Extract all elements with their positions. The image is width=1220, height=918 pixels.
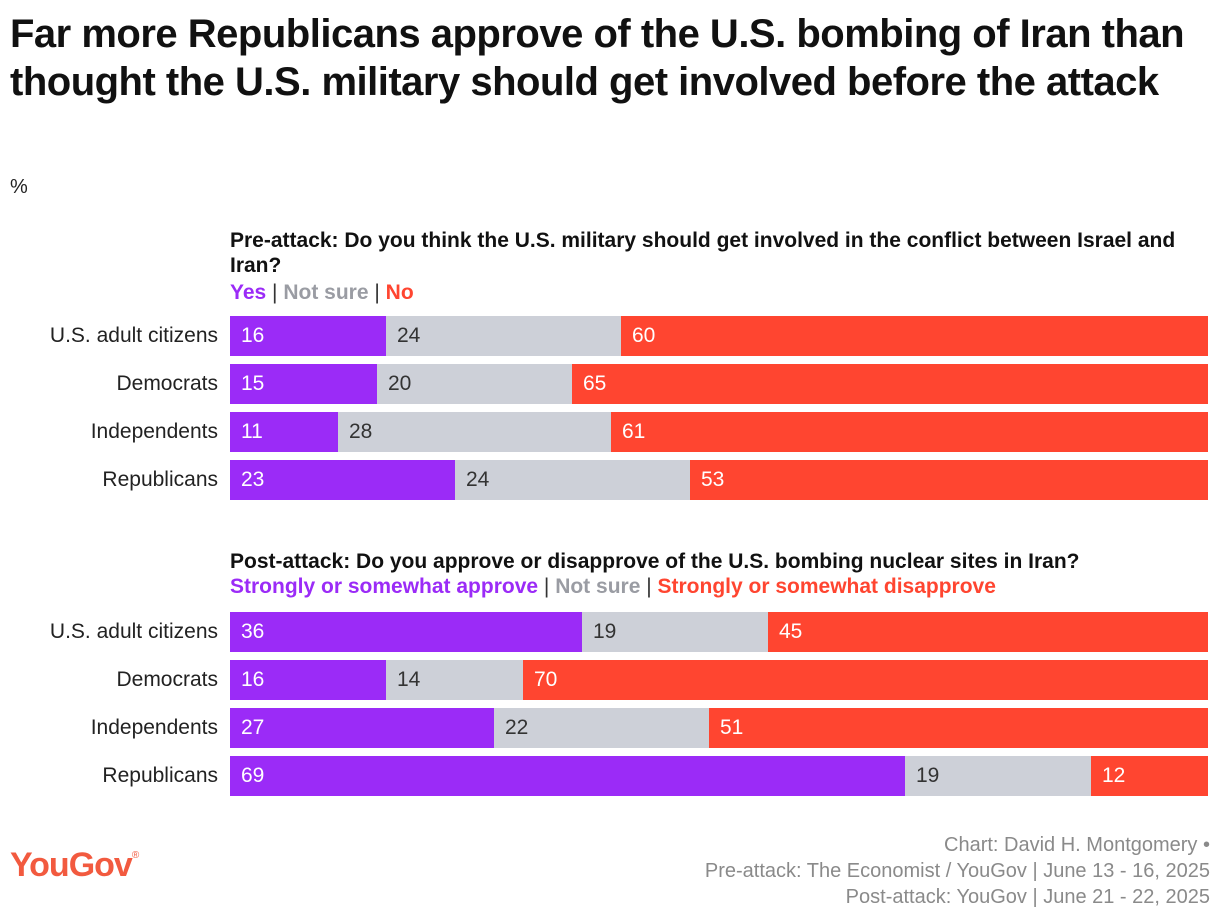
category-label: U.S. adult citizens <box>49 620 218 643</box>
legend-entry: Strongly or somewhat disapprove <box>657 575 996 598</box>
legend-entry: Yes <box>230 281 267 304</box>
bar-row: 11 28 61 <box>230 412 1208 452</box>
bar-segment <box>230 612 582 652</box>
bar-segment <box>377 364 572 404</box>
bar-segment <box>572 364 1208 404</box>
bar-segment <box>230 708 494 748</box>
category-label: Democrats <box>116 372 218 395</box>
bar-segment <box>230 412 338 452</box>
bar-segment <box>230 460 455 500</box>
bar-row: 16 14 70 <box>230 660 1208 700</box>
legend-separator: | <box>266 281 284 304</box>
legend-separator: | <box>368 281 386 304</box>
category-label: U.S. adult citizens <box>49 324 218 347</box>
category-label: Republicans <box>102 468 218 491</box>
category-label: Independents <box>90 420 218 443</box>
bar-row: 36 19 45 <box>230 612 1208 652</box>
bar-row: 69 19 12 <box>230 756 1208 796</box>
question-title: Post-attack: Do you approve or disapprov… <box>230 550 1080 573</box>
question-title: Pre-attack: Do you think the U.S. milita… <box>230 229 1176 277</box>
bar-segment <box>690 460 1208 500</box>
bar-segment <box>611 412 1208 452</box>
bar-segment <box>905 756 1091 796</box>
category-label: Democrats <box>116 668 218 691</box>
unit-label: % <box>10 176 28 198</box>
bar-segment <box>582 612 768 652</box>
bar-segment <box>455 460 690 500</box>
bar-row: 15 20 65 <box>230 364 1208 404</box>
bar-row: 23 24 53 <box>230 460 1208 500</box>
bar-segment <box>338 412 611 452</box>
credit-line: Post-attack: YouGov | June 21 - 22, 2025 <box>845 886 1210 908</box>
bar-segment <box>386 316 621 356</box>
bar-segment <box>621 316 1208 356</box>
legend-entry: Not sure <box>555 575 641 598</box>
bar-segment <box>768 612 1208 652</box>
legend-separator: | <box>640 575 658 598</box>
bar-segment <box>386 660 523 700</box>
legend-entry: Not sure <box>283 281 369 304</box>
legend-entry: Strongly or somewhat approve <box>230 575 539 598</box>
credit-line: Pre-attack: The Economist / YouGov | Jun… <box>704 860 1210 882</box>
legend: Yes | Not sure | No <box>230 280 1215 306</box>
bar-segment <box>230 660 386 700</box>
chart-title: Far more Republicans approve of the U.S.… <box>10 12 1185 104</box>
legend-separator: | <box>538 575 556 598</box>
category-label: Republicans <box>102 764 218 787</box>
legend-entry: No <box>385 281 414 304</box>
bar-row: 27 22 51 <box>230 708 1208 748</box>
bar-segment <box>1091 756 1208 796</box>
bar-segment <box>494 708 709 748</box>
bar-segment <box>230 316 386 356</box>
yougov-logo: YouGov® <box>10 846 139 884</box>
bar-row: 16 24 60 <box>230 316 1208 356</box>
credits: Chart: David H. Montgomery • Pre-attack:… <box>705 832 1210 910</box>
bar-segment <box>523 660 1208 700</box>
bar-segment <box>230 756 905 796</box>
credit-line: Chart: David H. Montgomery • <box>944 834 1210 856</box>
category-label: Independents <box>90 716 218 739</box>
legend: Strongly or somewhat approve | Not sure … <box>230 574 1215 600</box>
bar-segment <box>230 364 377 404</box>
bar-segment <box>709 708 1208 748</box>
